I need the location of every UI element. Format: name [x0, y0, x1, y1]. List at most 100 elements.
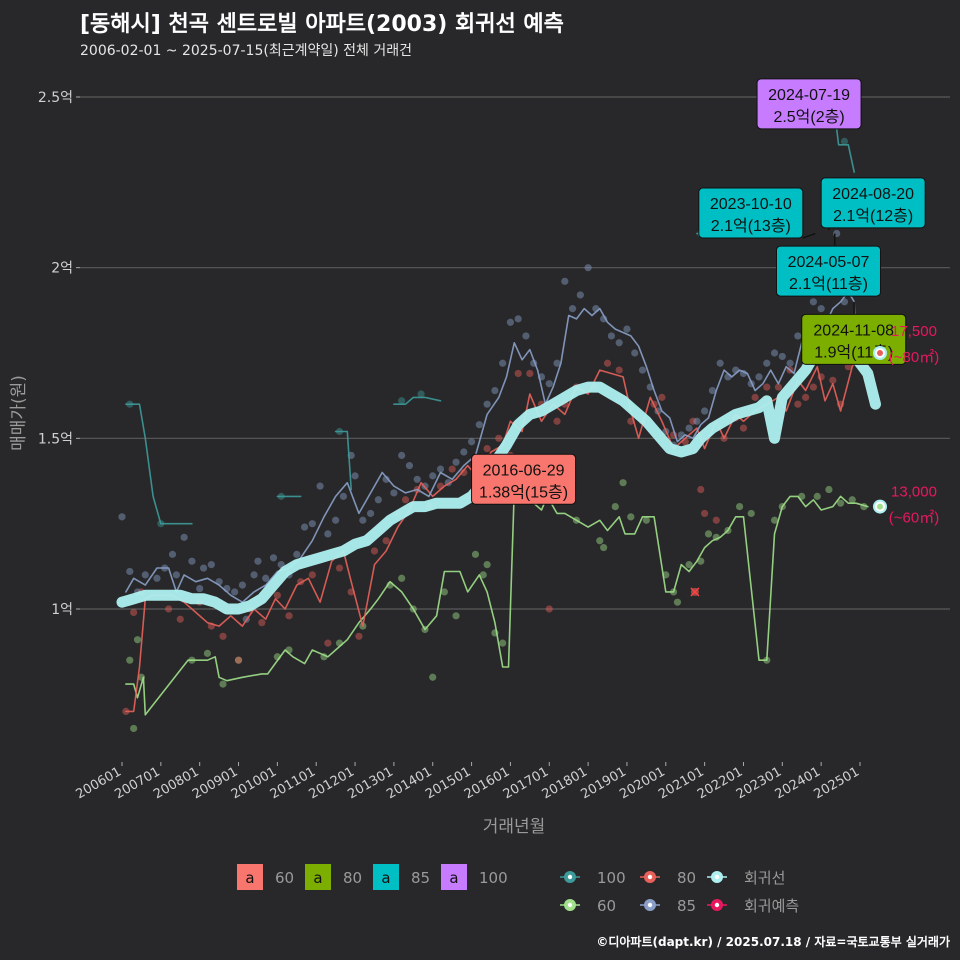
data-point-85 — [293, 550, 301, 558]
data-point-85 — [250, 571, 258, 579]
data-point-85 — [231, 588, 239, 596]
data-point-85 — [631, 349, 639, 357]
data-point-85 — [506, 318, 515, 326]
data-point-80 — [809, 383, 817, 391]
data-point-85 — [262, 574, 270, 582]
data-point-80 — [526, 369, 534, 378]
data-point-85 — [809, 298, 817, 306]
data-point-60 — [600, 543, 608, 552]
data-point-80 — [370, 547, 379, 555]
legend-box-letter: a — [381, 869, 390, 887]
data-point-85 — [324, 530, 332, 538]
data-point-85 — [553, 359, 561, 367]
callout-box — [698, 187, 804, 239]
data-point-80 — [165, 605, 173, 613]
data-point-80 — [697, 485, 705, 494]
y-tick-label: 2.5억 — [38, 90, 73, 106]
legend-label: 회귀선 — [744, 869, 785, 887]
data-point-85 — [623, 325, 631, 333]
y-tick-label: 1억 — [51, 602, 73, 618]
data-point-85 — [522, 332, 530, 340]
y-tick-label: 2억 — [51, 261, 73, 277]
data-point-85 — [254, 557, 262, 565]
x-axis-label: 거래년월 — [483, 817, 546, 837]
legend: a 60 a 80 a 85 a 100 100 80 회귀선 60 85 회귀예측 — [237, 864, 799, 915]
series-line-100 — [125, 403, 193, 525]
data-point-60 — [596, 537, 604, 545]
data-point-80 — [689, 417, 697, 425]
data-point-60 — [471, 550, 480, 558]
callout-date: 2023-10-10 — [710, 196, 792, 213]
data-point-85 — [153, 574, 161, 582]
data-point-80 — [514, 369, 522, 378]
data-point-85 — [316, 482, 324, 490]
data-point-85 — [701, 407, 709, 415]
data-point-80 — [355, 632, 363, 640]
legend-box-80 — [305, 864, 331, 890]
legend-box-85 — [373, 864, 399, 890]
data-point-100 — [840, 137, 849, 145]
data-point-85 — [398, 451, 406, 459]
data-point-80 — [794, 400, 802, 408]
legend-marker-dot — [647, 874, 653, 880]
series-lines — [116, 96, 881, 716]
data-point-80 — [658, 393, 666, 401]
data-point-85 — [568, 305, 577, 313]
callout-price: 2.1억(13층) — [711, 217, 791, 235]
data-point-60 — [429, 673, 437, 681]
data-point-60 — [735, 503, 744, 511]
data-point-85 — [141, 571, 149, 579]
data-point-85 — [180, 533, 188, 541]
prediction-dot — [877, 350, 883, 356]
data-point-80 — [308, 571, 316, 579]
data-point-60 — [130, 724, 138, 733]
data-point-80 — [701, 509, 709, 518]
data-point-60 — [234, 656, 243, 664]
legend-box-label: 85 — [411, 869, 430, 887]
data-point-85 — [308, 520, 316, 528]
callouts: 2024-07-19 2.5억(2층) 2023-10-10 2.1억(13층) 202… — [471, 78, 926, 505]
data-point-80 — [176, 615, 184, 623]
data-point-60 — [499, 639, 507, 647]
data-point-80 — [460, 468, 468, 477]
data-point-80 — [802, 393, 810, 401]
data-point-85 — [786, 359, 794, 367]
x-tick-label: 202501 — [812, 764, 862, 802]
legend-box-label: 80 — [343, 869, 362, 887]
data-point-85 — [763, 359, 771, 367]
legend-box-100 — [441, 864, 467, 890]
data-point-85 — [561, 277, 569, 285]
data-point-85 — [693, 417, 701, 425]
data-point-80 — [553, 417, 561, 425]
data-point-85 — [196, 584, 204, 593]
data-point-85 — [514, 315, 522, 323]
data-point-80 — [448, 465, 456, 473]
data-point-85 — [584, 264, 592, 272]
predictions: 17,500 (~80㎡) 13,000 (~60㎡) — [873, 323, 939, 527]
legend-box-label: 60 — [275, 869, 294, 887]
data-point-85 — [405, 462, 414, 470]
callout-date: 2024-05-07 — [788, 254, 870, 271]
data-point-100 — [398, 397, 406, 405]
data-point-60 — [747, 509, 755, 518]
grid — [80, 60, 950, 762]
callout-date: 2024-07-19 — [768, 87, 850, 104]
data-point-80 — [739, 424, 748, 432]
data-point-60 — [825, 485, 833, 494]
data-point-85 — [188, 557, 196, 565]
prediction-value: 17,500 — [891, 323, 937, 340]
data-point-85 — [168, 550, 177, 558]
callout-date: 2024-08-20 — [832, 186, 914, 203]
callout-box — [820, 177, 926, 229]
data-point-80 — [751, 393, 759, 401]
y-axis-ticks: 1억 1.5억 2억 2.5억 — [38, 90, 80, 618]
legend-marker-dot — [714, 902, 720, 908]
prediction-area: (~60㎡) — [889, 510, 939, 527]
data-point-85 — [429, 472, 437, 480]
callout-box — [756, 78, 862, 130]
data-point-85 — [607, 332, 616, 340]
data-point-85 — [238, 581, 247, 589]
data-point-60 — [452, 612, 460, 620]
data-point-60 — [203, 649, 212, 657]
data-point-85 — [755, 373, 763, 381]
